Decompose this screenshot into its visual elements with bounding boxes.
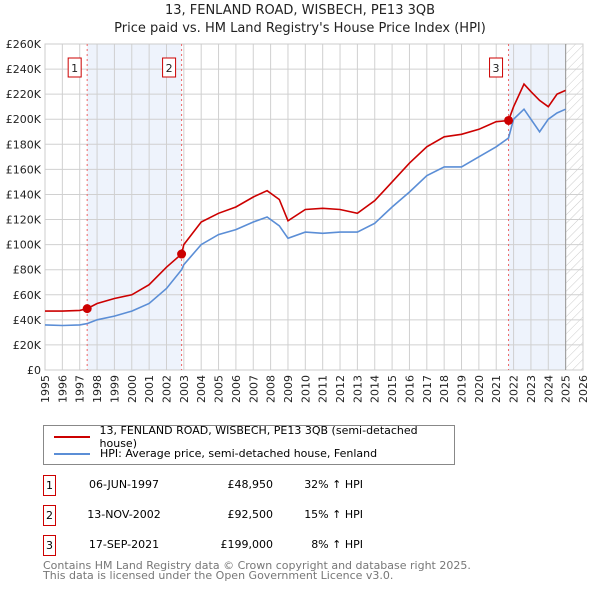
x-tick-label: 2013 (351, 375, 364, 403)
x-tick-label: 2017 (421, 375, 434, 403)
x-tick-label: 1996 (56, 375, 69, 403)
sale-badge: 2 (43, 505, 56, 526)
y-tick-label: £100K (6, 239, 42, 252)
x-tick-label: 2014 (369, 375, 382, 403)
x-tick-label: 2022 (508, 375, 521, 403)
sale-hpi-diff: 15% ↑ HPI (304, 508, 363, 521)
chart-subtitle: Price paid vs. HM Land Registry's House … (114, 21, 486, 36)
x-tick-label: 2006 (230, 375, 243, 403)
sale-hpi-diff: 8% ↑ HPI (311, 538, 363, 551)
x-tick-label: 2003 (178, 375, 191, 403)
sale-badge: 1 (43, 475, 56, 496)
sale-hpi-diff: 32% ↑ HPI (304, 478, 363, 491)
sale-date: 13-NOV-2002 (87, 508, 161, 521)
x-tick-label: 2008 (265, 375, 278, 403)
y-tick-label: £80K (13, 264, 42, 277)
sale-row: 3 17-SEP-2021 £199,000 8% ↑ HPI (43, 535, 463, 556)
y-tick-label: £20K (13, 339, 42, 352)
sale-date: 06-JUN-1997 (88, 478, 160, 491)
x-tick-label: 2019 (456, 375, 469, 403)
sale-marker-box (489, 57, 504, 78)
x-tick-label: 2005 (213, 375, 226, 403)
x-tick-label: 2024 (542, 375, 555, 403)
x-tick-label: 2011 (317, 375, 330, 403)
sale-row: 1 06-JUN-1997 £48,950 32% ↑ HPI (43, 475, 463, 496)
x-tick-label: 1997 (74, 375, 87, 403)
legend-item-hpi: HPI: Average price, semi-detached house,… (54, 445, 377, 462)
sale-marker-box (67, 57, 82, 78)
x-tick-label: 2026 (577, 375, 590, 403)
sale-badge: 3 (43, 535, 56, 556)
x-tick-label: 2025 (560, 375, 573, 403)
y-tick-label: £40K (13, 314, 42, 327)
sale-marker-label: 3 (493, 62, 500, 75)
series-line (44, 107, 566, 327)
sale-date: 17-SEP-2021 (88, 538, 160, 551)
sale-marker-box (162, 57, 177, 78)
y-tick-label: £60K (13, 289, 42, 302)
x-tick-label: 2000 (126, 375, 139, 403)
x-tick-label: 2007 (247, 375, 260, 403)
y-tick-label: £200K (6, 113, 42, 126)
x-tick-label: 2018 (438, 375, 451, 403)
future-hatch (565, 44, 583, 370)
x-tick-label: 1999 (108, 375, 121, 403)
price-chart: 1995 1996 1997 1998 1999 2000 2001 2002 2003 2004… (6, 38, 590, 403)
sale-point (82, 304, 92, 314)
sale-price: £92,500 (227, 508, 274, 521)
sale-marker-label: 2 (166, 62, 173, 75)
x-tick-label: 2021 (490, 375, 503, 403)
legend-label: 13, FENLAND ROAD, WISBECH, PE13 3QB (sem… (99, 423, 418, 450)
legend-label: HPI: Average price, semi-detached house,… (100, 447, 378, 460)
y-tick-label: £240K (6, 63, 42, 76)
x-tick-label: 2002 (160, 375, 173, 403)
x-tick-label: 1998 (91, 375, 104, 403)
y-tick-label: £140K (6, 188, 42, 201)
footer-line-2: This data is licensed under the Open Gov… (43, 569, 394, 582)
sale-point (504, 115, 514, 125)
x-tick-label: 1995 (39, 375, 52, 403)
x-tick-label: 2009 (282, 375, 295, 403)
x-tick-label: 2023 (525, 375, 538, 403)
x-tick-label: 2020 (473, 375, 486, 403)
x-tick-label: 2010 (299, 375, 312, 403)
shaded-period (508, 44, 566, 370)
sale-point (177, 249, 187, 259)
chart-title: 13, FENLAND ROAD, WISBECH, PE13 3QB (164, 3, 436, 18)
footer-line-1: Contains HM Land Registry data © Crown c… (43, 559, 471, 572)
sale-row: 2 13-NOV-2002 £92,500 15% ↑ HPI (43, 505, 463, 526)
sale-price: £199,000 (220, 538, 274, 551)
y-tick-label: £180K (6, 138, 42, 151)
y-tick-label: £260K (6, 38, 42, 51)
x-tick-label: 2004 (195, 375, 208, 403)
y-tick-label: £160K (6, 163, 42, 176)
legend-item-property: 13, FENLAND ROAD, WISBECH, PE13 3QB (sem… (54, 424, 454, 450)
x-tick-label: 2015 (386, 375, 399, 403)
x-tick-label: 2012 (334, 375, 347, 403)
x-tick-label: 2016 (403, 375, 416, 403)
sale-price: £48,950 (227, 478, 274, 491)
shaded-period (87, 44, 182, 370)
y-tick-label: £120K (6, 214, 42, 227)
sale-marker-label: 1 (71, 62, 78, 75)
legend: 13, FENLAND ROAD, WISBECH, PE13 3QB (sem… (43, 424, 455, 465)
x-tick-label: 2001 (143, 375, 156, 403)
plot-border (44, 43, 584, 371)
y-tick-label: £220K (6, 88, 42, 101)
y-tick-label: £0 (27, 364, 41, 377)
series-line (45, 82, 566, 312)
